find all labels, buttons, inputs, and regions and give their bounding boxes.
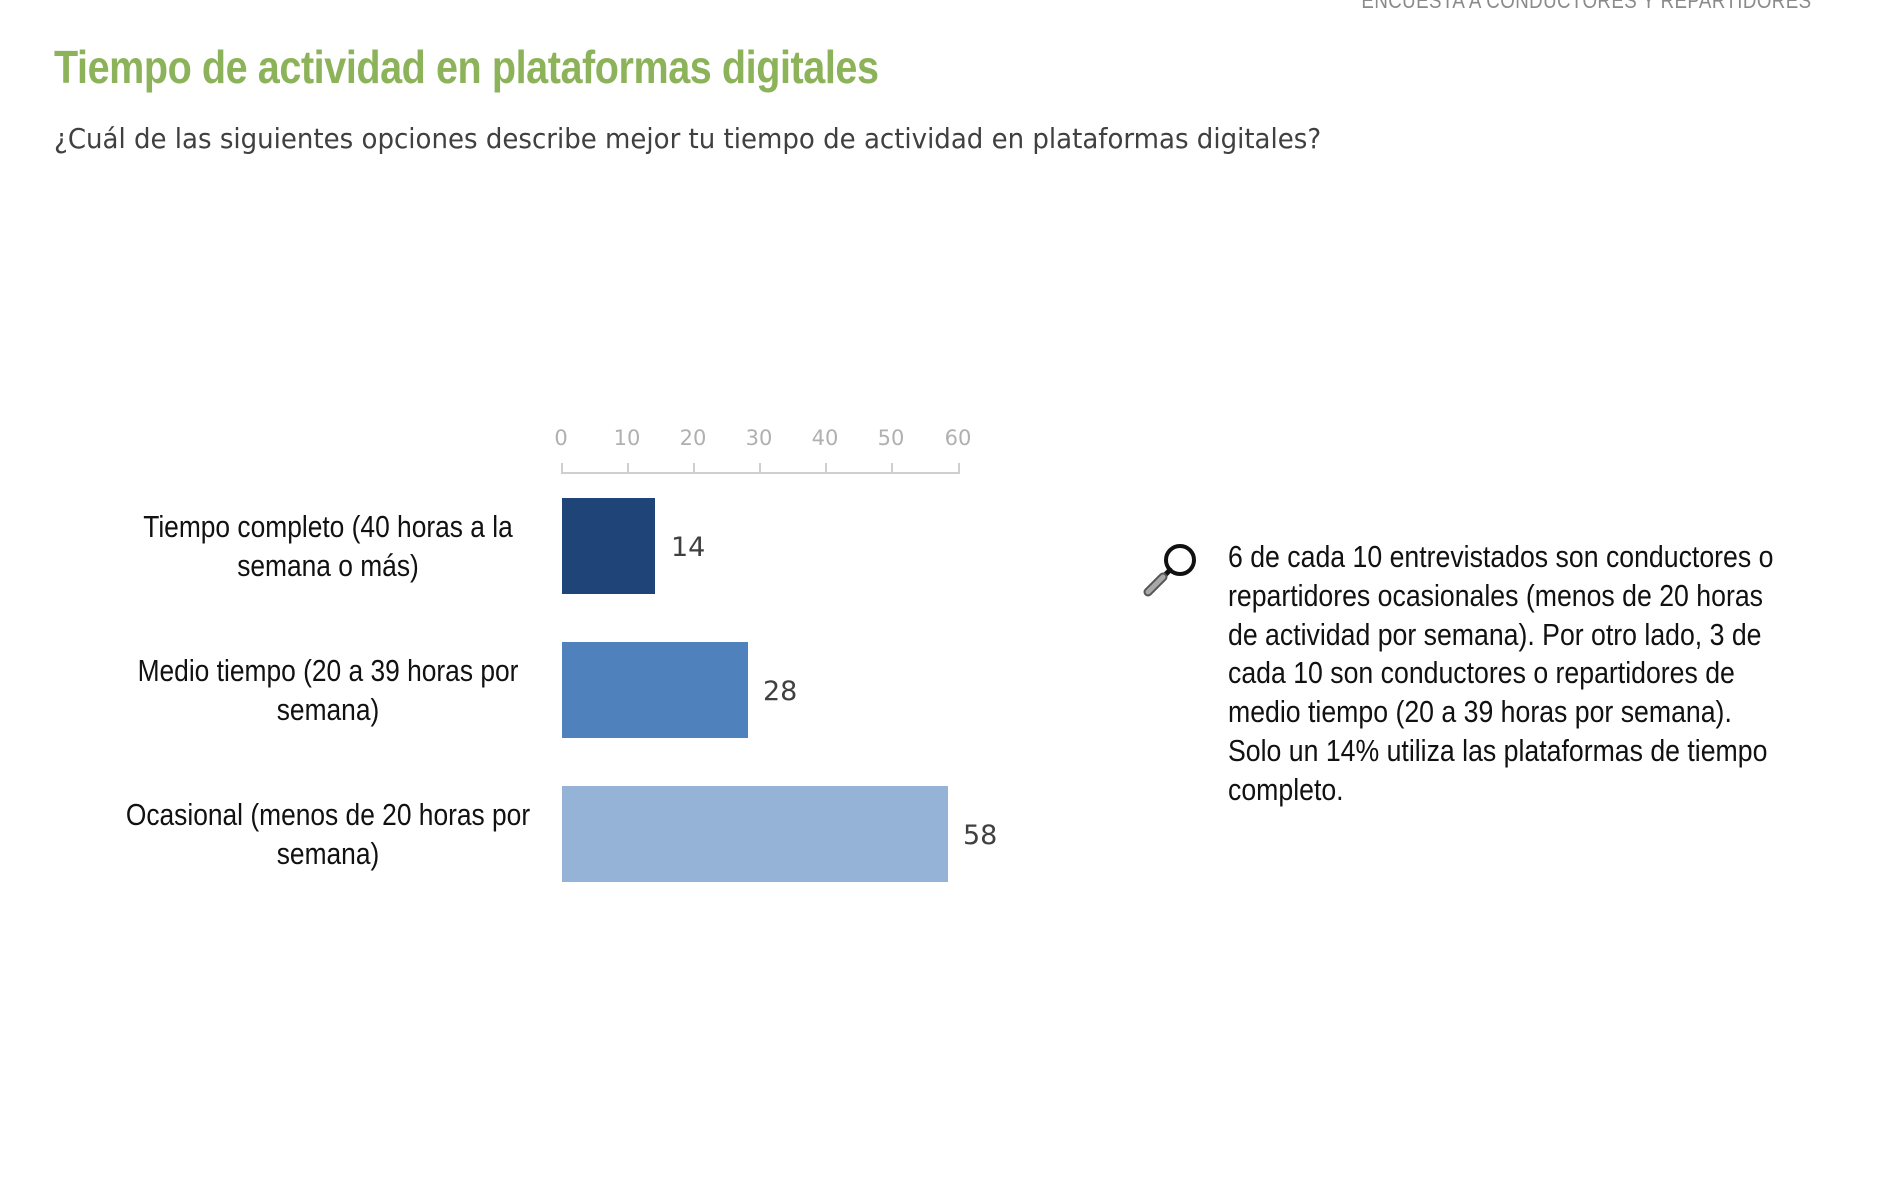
category-label-full-time: Tiempo completo (40 horas a la semana o …: [143, 509, 513, 583]
category-label-part-time: Medio tiempo (20 a 39 horas por semana): [137, 653, 519, 727]
bar-part-time: [562, 642, 748, 738]
survey-tag: ENCUESTA A CONDUCTORES Y REPARTIDORES: [1361, 0, 1812, 13]
x-tick: [627, 463, 629, 473]
x-tick: [891, 463, 893, 473]
x-tick-label: 60: [944, 426, 972, 450]
category-label-occasional: Ocasional (menos de 20 horas por semana): [125, 797, 531, 871]
x-tick-label: 40: [811, 426, 839, 450]
value-label-full-time: 14: [671, 532, 706, 563]
x-tick-label: 50: [877, 426, 905, 450]
question-subtitle: ¿Cuál de las siguientes opciones describ…: [54, 122, 1322, 155]
x-tick-label: 20: [679, 426, 707, 450]
x-tick: [561, 463, 563, 473]
value-label-occasional: 58: [963, 820, 998, 851]
value-label-part-time: 28: [763, 676, 798, 707]
x-tick-label: 30: [745, 426, 773, 450]
x-tick-label: 0: [554, 426, 568, 450]
magnifier-icon: [1142, 540, 1202, 600]
x-tick: [759, 463, 761, 473]
insight-note: 6 de cada 10 entrevistados son conductor…: [1228, 539, 1774, 807]
x-tick: [693, 463, 695, 473]
bar-full-time: [562, 498, 655, 594]
bar-occasional: [562, 786, 948, 882]
x-axis-line: [561, 472, 960, 474]
x-tick: [958, 463, 960, 473]
x-tick-label: 10: [613, 426, 641, 450]
x-tick: [825, 463, 827, 473]
page-title: Tiempo de actividad en plataformas digit…: [54, 41, 879, 93]
